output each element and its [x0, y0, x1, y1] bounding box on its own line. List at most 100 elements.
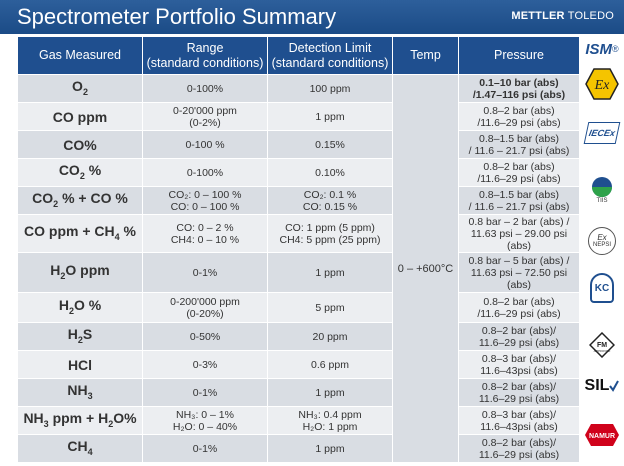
pressure-line: 11.63 psi – 29.00 psi [470, 227, 568, 240]
detection-cell: 1 ppm [267, 434, 393, 463]
pressure-line: 11.6–29 psi (abs) [478, 336, 560, 349]
range-line: CH4: 0 – 10 % [170, 233, 240, 246]
gas-text: H [67, 325, 78, 342]
range-line: 0-1% [192, 266, 218, 279]
range-line: (0-2%) [189, 116, 221, 129]
fm-approved-logo: FM APPROVED [582, 330, 622, 360]
range-line: 0-1% [192, 386, 218, 399]
gas-subscript: 2 [60, 270, 66, 281]
iecex-text: IECEx [587, 128, 617, 138]
range-line: (0-20%) [186, 307, 224, 320]
pressure-line: / 11.6 – 21.7 psi (abs) [468, 200, 570, 213]
range-cell: 0-3% [142, 350, 268, 379]
tiis-logo: TIIS [582, 170, 622, 210]
col-detection-l2: (standard conditions) [271, 55, 389, 70]
detection-cell: CO₂: 0.1 % CO: 0.15 % [267, 186, 393, 215]
gas-text: S [82, 325, 93, 342]
col-gas: Gas Measured [17, 36, 143, 75]
detection-cell: 100 ppm [267, 74, 393, 103]
range-cell: CO: 0 – 2 % CH4: 0 – 10 % [142, 214, 268, 253]
table-row: H2O % 0-200'000 ppm (0-20%) 5 ppm 0.8–2 bar … [17, 292, 580, 323]
nepsi-text: NEPSI [592, 241, 611, 248]
gas-text: O % [73, 296, 102, 313]
range-line: NH₃: 0 – 1% [176, 408, 234, 421]
pressure-line: 11.6–43psi (abs) [480, 364, 558, 377]
detection-line: 1 ppm [315, 386, 345, 399]
col-range-l1: Range [186, 40, 224, 55]
pressure-line: 0.8–2 bar (abs) [483, 160, 555, 173]
atex-ex-icon: Ex [582, 66, 622, 102]
detection-cell: 1 ppm [267, 252, 393, 293]
detection-line: 0.6 ppm [311, 358, 349, 371]
pressure-line: 11.63 psi – 72.50 psi [470, 266, 568, 279]
sil-text: SIL [584, 377, 610, 394]
pressure-line: 0.8–3 bar (abs)/ [481, 352, 557, 365]
pressure-line: 0.1–10 bar (abs) [479, 76, 559, 89]
gas-text: CO ppm + CH [24, 222, 115, 239]
gas-cell: CO2 % + CO % [17, 186, 143, 215]
brand-logo: METTLER TOLEDO [511, 10, 614, 22]
range-line: 0-50% [189, 330, 221, 343]
gas-text: HCl [67, 356, 93, 373]
pressure-line: (abs) [507, 239, 531, 252]
portfolio-table: Gas Measured Range (standard conditions) … [17, 36, 580, 463]
checkmark-icon [609, 380, 620, 392]
detection-line: 20 ppm [312, 330, 348, 343]
table-body: O2 0-100% 100 ppm 0 – +600°C 0.1–10 bar (abs… [17, 74, 580, 463]
gas-text: NH [67, 381, 88, 398]
detection-cell: 0.10% [267, 158, 393, 187]
pressure-cell: 0.8–2 bar (abs)/11.6–29 psi (abs) [458, 434, 580, 463]
range-cell: CO₂: 0 – 100 % CO: 0 – 100 % [142, 186, 268, 215]
pressure-line: (abs) [507, 278, 531, 291]
gas-text: O ppm [65, 261, 110, 278]
gas-cell: CO% [17, 130, 143, 159]
header: Spectrometer Portfolio Summary METTLER T… [0, 0, 624, 34]
pressure-line: 0.8–2 bar (abs)/ [481, 324, 557, 337]
header-bar [0, 0, 624, 34]
pressure-line: 0.8 bar – 2 bar (abs) / [468, 215, 570, 228]
iecex-frame: IECEx [583, 122, 621, 144]
atex-ex-text: Ex [594, 78, 611, 93]
pressure-line: /1.47–116 psi (abs) [472, 88, 566, 101]
pressure-line: 0.8–2 bar (abs)/ [481, 436, 557, 449]
col-detection: Detection Limit (standard conditions) [267, 36, 393, 75]
gas-cell: CH4 [17, 434, 143, 463]
atex-ex-hexagon-icon: Ex [585, 68, 619, 100]
gas-text: ppm + H [48, 409, 109, 426]
fm-text: FM [597, 342, 607, 349]
kc-frame: KC [590, 273, 614, 303]
gas-cell: H2O % [17, 292, 143, 323]
detection-line: CO: 0.15 % [302, 200, 358, 213]
range-line: H₂O: 0 – 40% [172, 420, 238, 433]
range-line: 0-100% [186, 166, 224, 179]
tiis-icon [592, 177, 612, 197]
pressure-line: 0.8–1.5 bar (abs) [479, 188, 559, 201]
col-range-l2: (standard conditions) [146, 55, 264, 70]
pressure-line: 0.8–1.5 bar (abs) [479, 132, 559, 145]
range-cell: 0-100 % [142, 130, 268, 159]
gas-subscript: 2 [68, 305, 74, 316]
detection-line: CO: 1 ppm (5 ppm) [285, 221, 375, 234]
pressure-cell: 0.8–2 bar (abs)/11.6–29 psi (abs) [458, 292, 580, 323]
range-line: CO: 0 – 100 % [170, 200, 240, 213]
gas-subscript: 2 [77, 334, 83, 345]
gas-subscript: 3 [43, 418, 49, 429]
gas-text: CH [67, 437, 88, 454]
detection-cell: 0.6 ppm [267, 350, 393, 379]
namur-logo: NAMUR [582, 420, 622, 450]
pressure-cell: 0.8 bar – 5 bar (abs) /11.63 psi – 72.50… [458, 252, 580, 293]
detection-line: H₂O: 1 ppm [302, 420, 358, 433]
gas-cell: CO ppm [17, 102, 143, 131]
range-cell: NH₃: 0 – 1% H₂O: 0 – 40% [142, 406, 268, 435]
registered-icon: ® [612, 44, 619, 54]
pressure-cell: 0.8–2 bar (abs)/11.6–29 psi (abs) [458, 322, 580, 351]
pressure-cell: 0.8–1.5 bar (abs)/ 11.6 – 21.7 psi (abs) [458, 186, 580, 215]
pressure-cell: 0.8–2 bar (abs)/11.6–29 psi (abs) [458, 378, 580, 407]
gas-text: NH [23, 409, 44, 426]
range-line: 0-100 % [185, 138, 225, 151]
gas-text: H [50, 261, 61, 278]
pressure-cell: 0.8–2 bar (abs)/11.6–29 psi (abs) [458, 102, 580, 131]
table-row: O2 0-100% 100 ppm 0 – +600°C 0.1–10 bar (abs… [17, 74, 580, 463]
gas-cell: O2 [17, 74, 143, 103]
pressure-line: /11.6–29 psi (abs) [477, 307, 561, 320]
